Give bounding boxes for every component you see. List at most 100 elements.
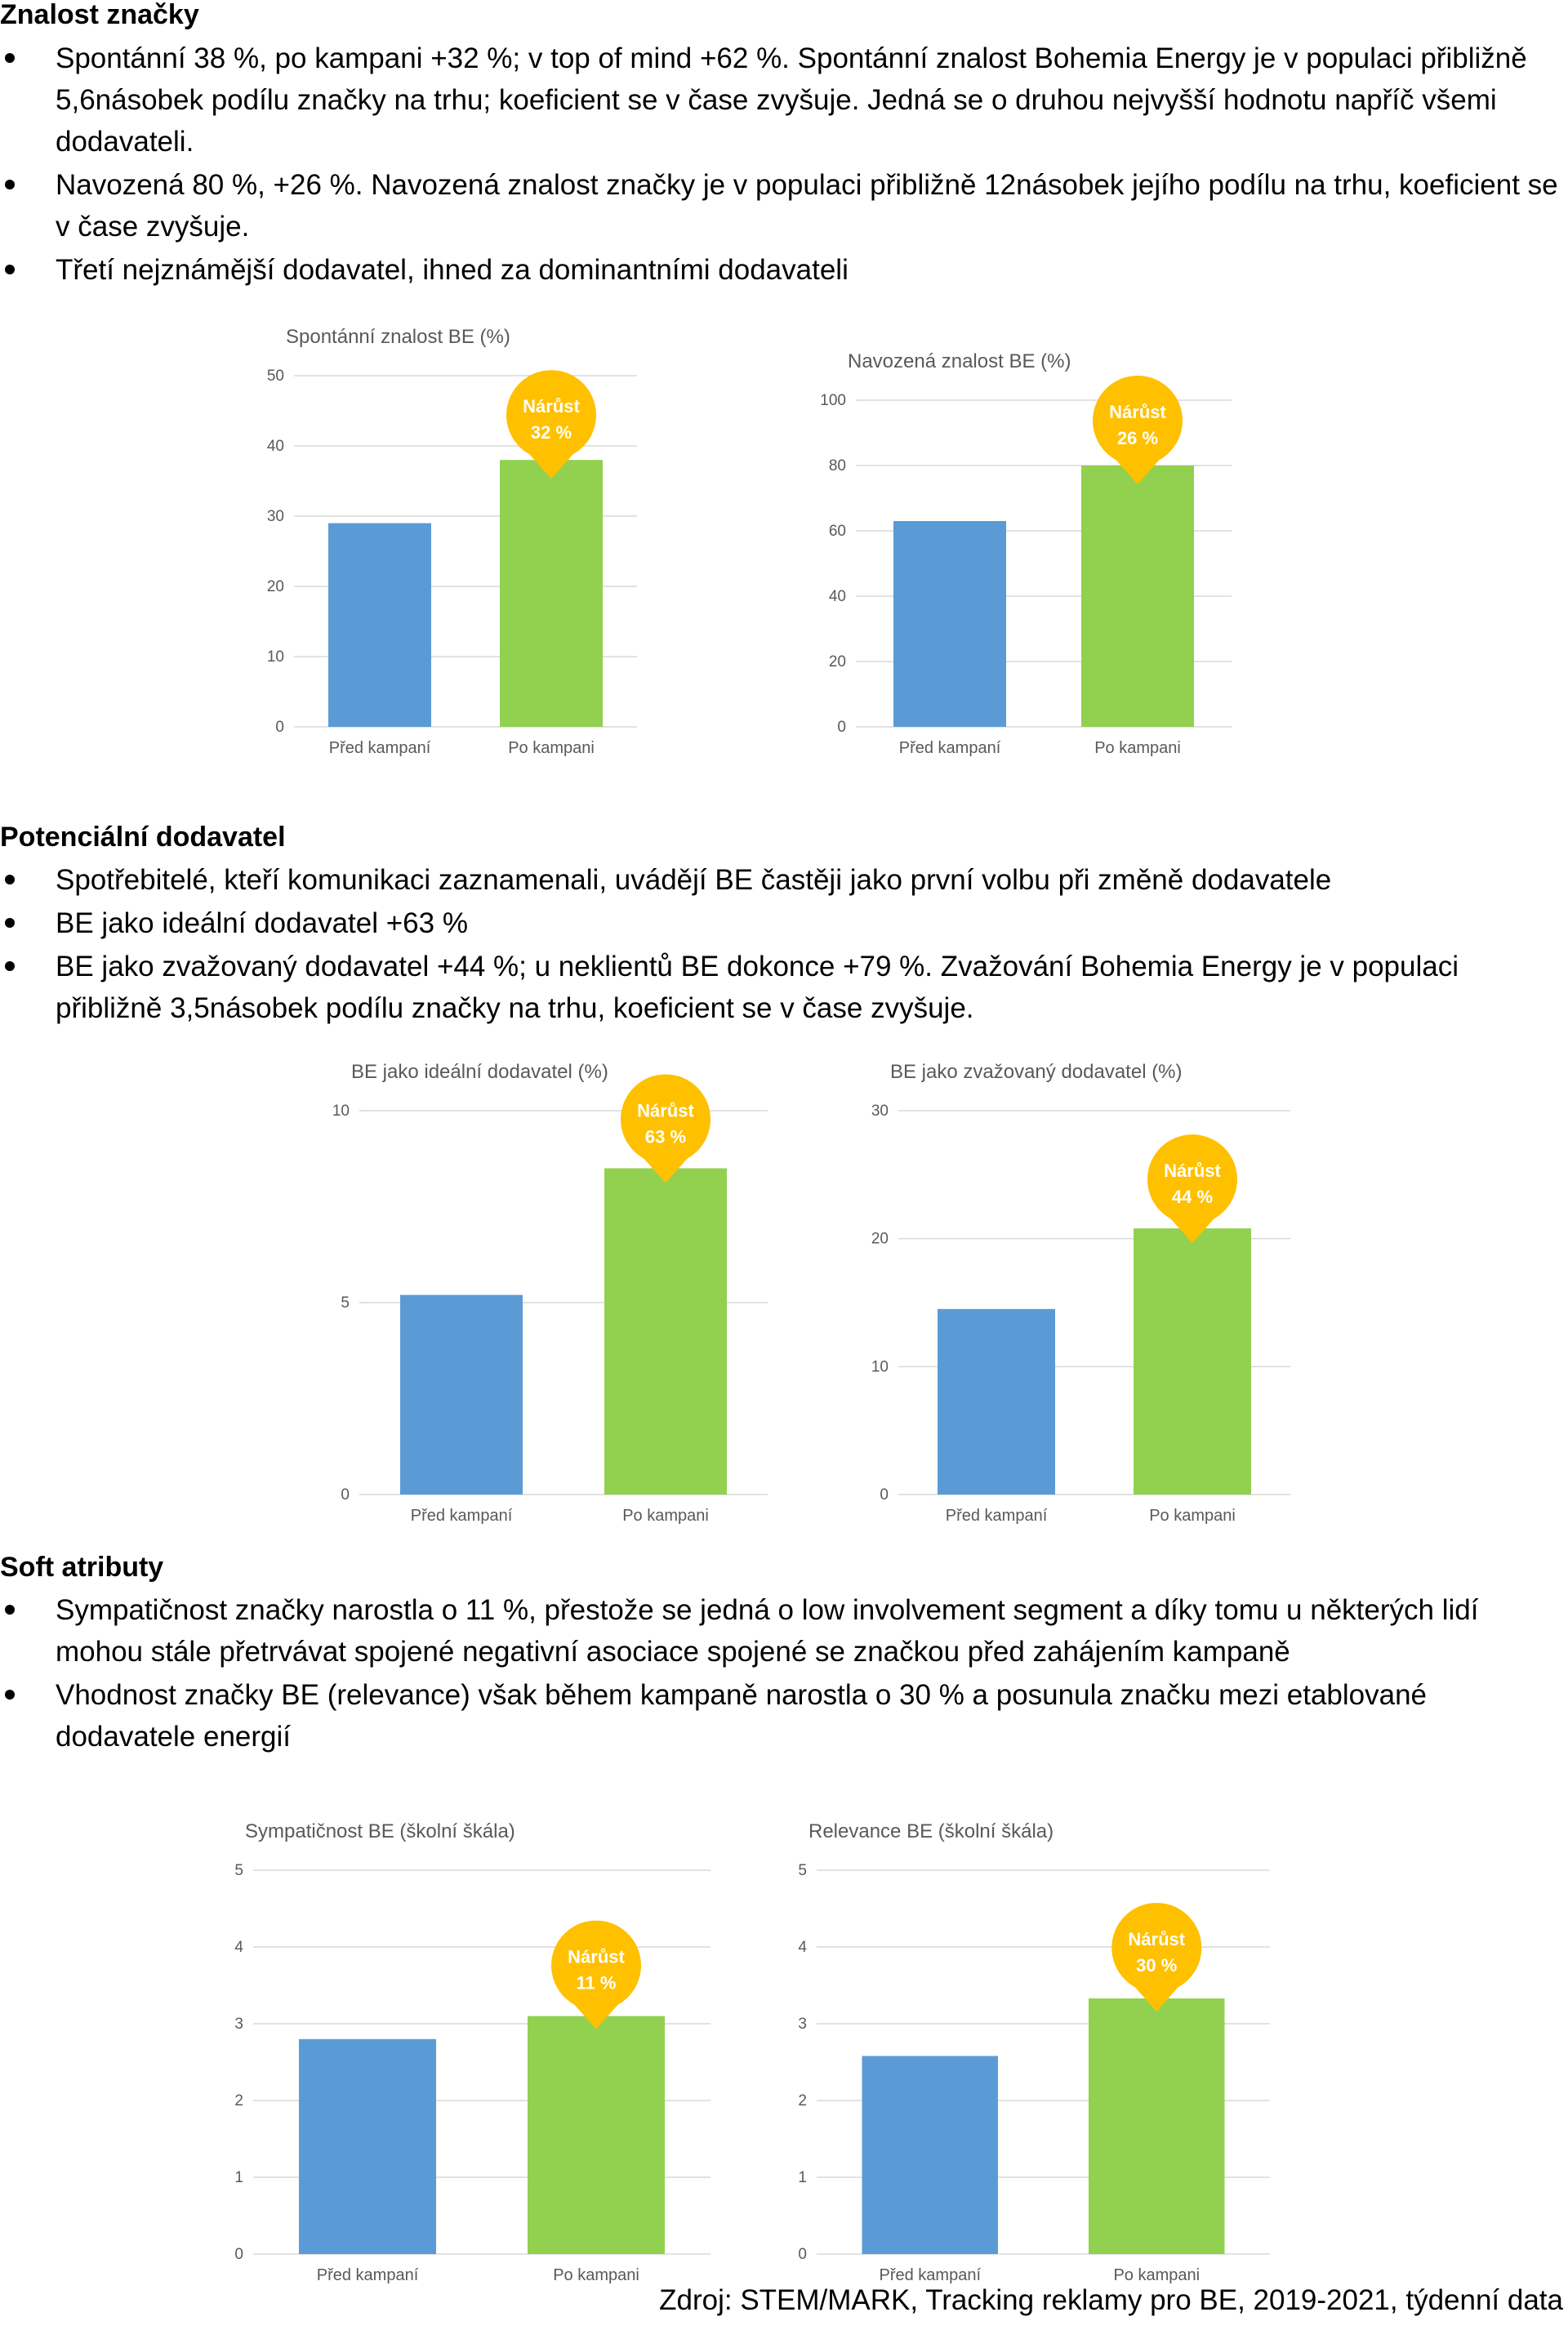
bullet-item: Sympatičnost značky narostla o 11 %, pře… [0, 1589, 1564, 1673]
chart-prompted-awareness: Navozená znalost BE (%) 0 20 40 60 80 100 Před … [784, 343, 1290, 768]
chart-title: Spontánní znalost BE (%) [286, 326, 510, 348]
y-tick-label: 60 [829, 523, 846, 540]
bar-before-campaign [400, 1294, 523, 1495]
badge-value: 26 % [1117, 428, 1158, 448]
growth-badge: Nárůst 44 % [1147, 1134, 1237, 1244]
bar-after-campaign [1134, 1228, 1251, 1495]
section-title-potential-supplier: Potenciální dodavatel [0, 822, 286, 853]
y-tick-label: 100 [820, 392, 846, 409]
bar-after-campaign [500, 460, 603, 727]
bar-after-campaign [528, 2016, 665, 2254]
chart-svg: Relevance BE (školní škála) 0 1 2 3 4 5 Před ka… [798, 1820, 1270, 2284]
category-label: Po kampani [1149, 1507, 1236, 1525]
bullet-item: BE jako ideální dodavatel +63 % [0, 902, 1564, 944]
y-tick-label: 80 [829, 457, 846, 474]
badge-value: 44 % [1172, 1187, 1213, 1207]
chart-title: BE jako ideální dodavatel (%) [351, 1061, 608, 1083]
badge-value: 30 % [1136, 1955, 1177, 1976]
bar-before-campaign [328, 523, 431, 727]
bullet-item: Spotřebitelé, kteří komunikaci zaznamena… [0, 859, 1564, 901]
chart-ideal-supplier: BE jako ideální dodavatel (%) 0 5 10 Před ka… [318, 1061, 825, 1539]
y-tick-label: 3 [798, 2016, 807, 2033]
bar-after-campaign [1089, 1998, 1225, 2254]
bullet-dot-icon [5, 265, 15, 274]
chart-svg: Navozená znalost BE (%) 0 20 40 60 80 100 Před … [820, 350, 1232, 757]
y-tick-label: 50 [267, 368, 284, 385]
growth-badge: Nárůst 32 % [506, 370, 596, 479]
category-label: Před kampaní [879, 2266, 981, 2284]
y-tick-label: 5 [798, 1862, 807, 1879]
chart-svg: BE jako ideální dodavatel (%) 0 5 10 Před ka… [332, 1061, 768, 1525]
y-tick-label: 0 [798, 2246, 807, 2263]
growth-badge: Nárůst 30 % [1111, 1902, 1202, 2011]
bar-before-campaign [938, 1308, 1055, 1495]
category-label: Po kampani [508, 739, 595, 757]
y-tick-label: 20 [267, 578, 284, 595]
growth-badge: Nárůst 63 % [621, 1074, 710, 1183]
y-tick-label: 10 [871, 1358, 889, 1375]
badge-value: 63 % [645, 1127, 686, 1147]
badge-label: Nárůst [1128, 1929, 1185, 1949]
y-tick-label: 10 [332, 1103, 350, 1120]
bullet-item: Třetí nejznámější dodavatel, ihned za do… [0, 249, 1564, 291]
badge-value: 11 % [577, 1973, 617, 1994]
y-tick-label: 4 [234, 1939, 243, 1956]
category-label: Po kampani [1113, 2266, 1200, 2284]
bullet-item: Navozená 80 %, +26 %. Navozená znalost z… [0, 164, 1564, 247]
y-tick-label: 0 [234, 2246, 243, 2263]
bullet-item: Spontánní 38 %, po kampani +32 %; v top … [0, 38, 1564, 163]
bullet-dot-icon [5, 961, 15, 971]
bar-before-campaign [862, 2056, 998, 2254]
y-tick-label: 2 [234, 2092, 243, 2109]
growth-badge: Nárůst 11 % [551, 1920, 641, 2029]
y-tick-label: 0 [880, 1486, 889, 1504]
y-tick-label: 10 [267, 648, 284, 666]
brand-awareness-bullets: Spontánní 38 %, po kampani +32 %; v top … [0, 38, 1564, 292]
y-tick-label: 40 [829, 588, 846, 605]
chart-title: BE jako zvažovaný dodavatel (%) [890, 1061, 1183, 1083]
y-tick-label: 0 [275, 719, 284, 736]
bullet-item: Vhodnost značky BE (relevance) však běhe… [0, 1674, 1564, 1758]
chart-title: Sympatičnost BE (školní škála) [245, 1820, 515, 1842]
category-label: Před kampaní [899, 739, 1001, 757]
section-title-soft-attributes: Soft atributy [0, 1552, 164, 1583]
y-tick-label: 0 [837, 719, 846, 736]
category-label: Po kampani [1094, 739, 1181, 757]
category-label: Před kampaní [946, 1507, 1048, 1525]
badge-label: Nárůst [1109, 402, 1166, 422]
growth-badge: Nárůst 26 % [1093, 376, 1183, 484]
y-tick-label: 2 [798, 2092, 807, 2109]
y-tick-label: 1 [234, 2169, 243, 2186]
source-note: Zdroj: STEM/MARK, Tracking reklamy pro B… [659, 2284, 1563, 2316]
section-title-brand-awareness: Znalost značky [0, 0, 199, 30]
y-tick-label: 4 [798, 1939, 807, 1956]
category-label: Před kampaní [317, 2266, 419, 2284]
y-tick-label: 20 [871, 1231, 889, 1248]
chart-svg: Sympatičnost BE (školní škála) 0 1 2 3 4 5 Před… [234, 1820, 710, 2284]
badge-value: 32 % [531, 422, 572, 443]
badge-label: Nárůst [1164, 1161, 1221, 1181]
category-label: Před kampaní [411, 1507, 513, 1525]
chart-svg: Spontánní znalost BE (%) 0 10 20 30 40 50 Před … [267, 326, 637, 757]
bullet-dot-icon [5, 180, 15, 189]
y-tick-label: 5 [341, 1294, 350, 1312]
y-tick-label: 5 [234, 1862, 243, 1879]
bar-before-campaign [893, 521, 1006, 727]
y-tick-label: 20 [829, 653, 846, 670]
chart-considered-supplier: BE jako zvažovaný dodavatel (%) 0 10 20 30 Př… [849, 1061, 1356, 1539]
y-tick-label: 30 [871, 1103, 889, 1120]
bullet-item: BE jako zvažovaný dodavatel +44 %; u nek… [0, 946, 1564, 1029]
category-label: Před kampaní [329, 739, 431, 757]
chart-spontaneous-awareness: Spontánní znalost BE (%) 0 10 20 30 40 50 Před … [245, 326, 735, 768]
badge-label: Nárůst [637, 1101, 694, 1121]
category-label: Po kampani [553, 2266, 639, 2284]
chart-likeability: Sympatičnost BE (školní škála) 0 1 2 3 4 5 Před… [220, 1805, 743, 2284]
y-tick-label: 30 [267, 508, 284, 525]
chart-title: Navozená znalost BE (%) [848, 350, 1071, 372]
bar-after-campaign [604, 1168, 727, 1495]
bar-before-campaign [299, 2038, 436, 2254]
y-tick-label: 0 [341, 1486, 350, 1504]
potential-supplier-bullets: Spotřebitelé, kteří komunikaci zaznamena… [0, 859, 1564, 1031]
soft-attributes-bullets: Sympatičnost značky narostla o 11 %, pře… [0, 1589, 1564, 1759]
bar-after-campaign [1081, 466, 1194, 727]
